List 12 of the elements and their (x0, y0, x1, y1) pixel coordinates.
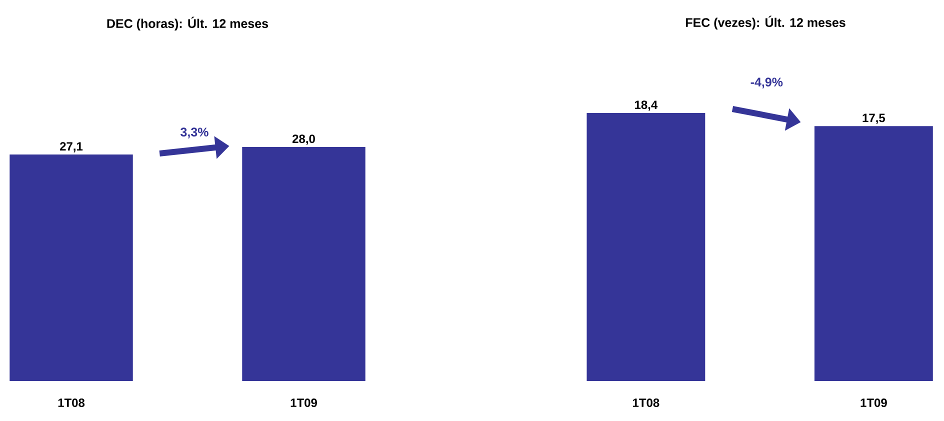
x-tick-label: 1T08 (633, 398, 660, 408)
text: -4,9% (750, 78, 783, 88)
x-tick-label: 1T09 (290, 398, 317, 408)
text: 3,3% (180, 128, 208, 138)
data-label: 18,4 (635, 100, 658, 111)
x-tick-label: 1T08 (58, 398, 85, 408)
x-tick-label: 1T09 (860, 398, 887, 408)
data-label: 17,5 (862, 114, 886, 124)
chart-title: FEC (vezes): Últ. 12 meses (686, 16, 846, 30)
chart-title: DEC (horas): Últ. 12 meses (107, 16, 268, 30)
data-label: 27,1 (60, 142, 83, 152)
data-label: 28,0 (292, 134, 315, 145)
